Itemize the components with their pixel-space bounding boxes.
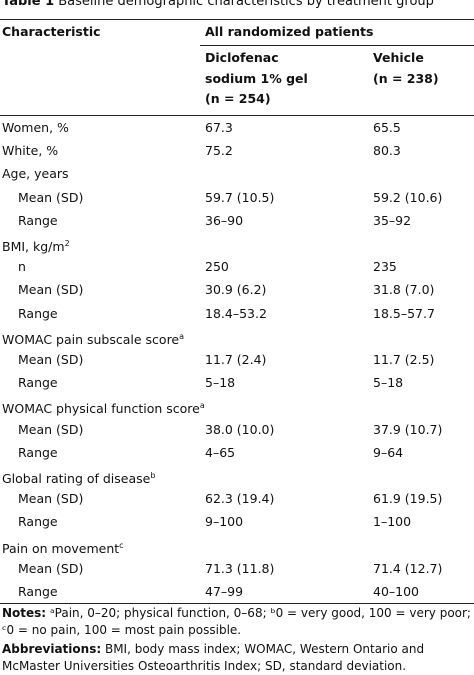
- row-label: Mean (SD): [18, 282, 83, 298]
- label-text: Mean (SD): [18, 491, 84, 507]
- label-text: WOMAC physical function score: [2, 401, 200, 417]
- superscript: 2: [64, 239, 70, 248]
- label-text: Range: [18, 212, 58, 228]
- notes-label: Notes:: [2, 606, 47, 620]
- abbr-label: Abbreviations:: [2, 642, 102, 656]
- label-text: Pain on movement: [2, 540, 120, 556]
- cell: 5–18: [205, 375, 236, 391]
- cell: 59.7 (10.5): [205, 189, 275, 205]
- superscript: a: [199, 401, 205, 411]
- row-label: Range: [18, 584, 58, 600]
- notes-text: ᵃPain, 0–20; physical function, 0–68; ᵇ0…: [2, 606, 471, 637]
- row-label: White, %: [2, 143, 58, 159]
- row-label: Global rating of diseaseb: [2, 468, 155, 487]
- row-label: Range: [18, 213, 58, 229]
- cell: 5–18: [373, 375, 404, 391]
- cell: 11.7 (2.4): [205, 352, 267, 367]
- row-label: Range: [18, 306, 58, 322]
- cell: 38.0 (10.0): [205, 421, 275, 437]
- group-header: All randomized patients: [205, 24, 374, 39]
- label-text: Range: [18, 305, 58, 321]
- cell: 18.5–57.7: [373, 305, 435, 321]
- row-label: Mean (SD): [18, 352, 83, 368]
- cell: 71.4 (12.7): [373, 560, 443, 576]
- title-text: Baseline demographic characteristics by …: [58, 0, 434, 9]
- col-header: Characteristic: [2, 24, 101, 39]
- cell: 62.3 (19.4): [205, 491, 275, 507]
- column-header: (n = 254): [205, 91, 271, 106]
- label-text: Age, years: [2, 166, 69, 182]
- header-rule: [0, 115, 474, 116]
- label-text: Range: [18, 584, 58, 599]
- cell: 4–65: [205, 444, 236, 460]
- label-text: Mean (SD): [18, 282, 84, 298]
- row-label: Range: [18, 445, 58, 461]
- label-text: Women, %: [2, 120, 69, 135]
- column-header: Diclofenac: [205, 50, 279, 65]
- cell: 1–100: [373, 514, 412, 530]
- column-header: (n = 238): [373, 70, 439, 86]
- label-text: Range: [18, 444, 58, 460]
- top-rule: [0, 19, 474, 20]
- label-text: Mean (SD): [18, 352, 84, 367]
- superscript: a: [179, 331, 185, 341]
- cell: 250: [205, 259, 229, 275]
- label-text: Global rating of disease: [2, 471, 151, 486]
- cell: 35–92: [373, 212, 412, 228]
- cell: 75.2: [205, 143, 233, 159]
- row-label: Range: [18, 514, 58, 530]
- row-label: WOMAC pain subscale scorea: [2, 329, 184, 348]
- label-text: BMI, kg/m: [2, 239, 65, 254]
- superscript: c: [119, 540, 124, 550]
- row-label: Mean (SD): [18, 491, 83, 507]
- label-text: Mean (SD): [18, 560, 84, 576]
- label-text: Mean (SD): [18, 421, 84, 437]
- cell: 235: [373, 259, 397, 275]
- row-label: WOMAC physical function scorea: [2, 398, 205, 417]
- group-rule: [200, 45, 474, 46]
- row-label: n: [18, 259, 26, 275]
- label-text: Mean (SD): [18, 189, 84, 205]
- notes: Notes: ᵃPain, 0–20; physical function, 0…: [2, 605, 472, 639]
- cell: 40–100: [373, 584, 420, 599]
- cell: 80.3: [373, 143, 401, 159]
- column-header: Vehicle: [373, 50, 424, 65]
- label-text: Range: [18, 375, 58, 391]
- superscript: b: [150, 471, 156, 480]
- row-label: BMI, kg/m2: [2, 236, 70, 255]
- row-label: Mean (SD): [18, 190, 83, 206]
- label-text: White, %: [2, 143, 59, 159]
- row-label: Mean (SD): [18, 561, 83, 577]
- row-label: Women, %: [2, 120, 69, 136]
- abbreviations: Abbreviations: BMI, body mass index; WOM…: [2, 641, 472, 675]
- cell: 65.5: [373, 120, 401, 135]
- row-label: Pain on movementc: [2, 538, 124, 557]
- label-text: n: [18, 259, 26, 275]
- cell: 71.3 (11.8): [205, 560, 275, 576]
- cell: 36–90: [205, 212, 244, 228]
- cell: 30.9 (6.2): [205, 282, 267, 298]
- cell: 9–100: [205, 514, 244, 530]
- cell: 59.2 (10.6): [373, 189, 443, 205]
- row-label: Age, years: [2, 166, 69, 182]
- label-text: Range: [18, 514, 58, 530]
- cell: 61.9 (19.5): [373, 491, 443, 507]
- cell: 47–99: [205, 584, 244, 599]
- cell: 11.7 (2.5): [373, 352, 435, 367]
- cell: 18.4–53.2: [205, 305, 267, 321]
- label-text: WOMAC pain subscale score: [2, 331, 180, 347]
- row-label: Mean (SD): [18, 422, 83, 438]
- column-header: sodium 1% gel: [205, 70, 308, 86]
- bottom-rule: [0, 603, 474, 604]
- title-label: Table 1: [2, 0, 55, 9]
- cell: 9–64: [373, 444, 404, 460]
- row-label: Range: [18, 375, 58, 391]
- cell: 67.3: [205, 120, 233, 135]
- cell: 37.9 (10.7): [373, 421, 443, 437]
- table-title: Table 1 Baseline demographic characteris…: [2, 0, 434, 10]
- cell: 31.8 (7.0): [373, 282, 435, 298]
